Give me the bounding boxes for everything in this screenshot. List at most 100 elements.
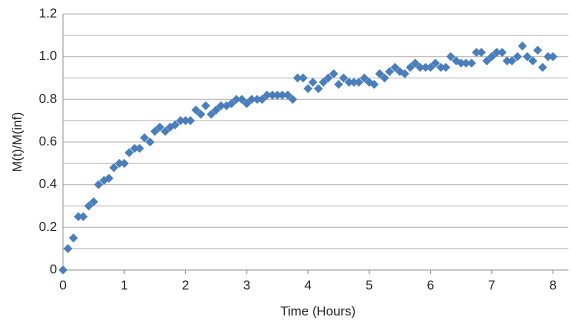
data-point (482, 56, 492, 66)
data-point (436, 62, 446, 72)
y-tick-label: 0.8 (39, 91, 57, 106)
data-point (543, 52, 553, 62)
data-point (456, 58, 466, 68)
data-point (68, 233, 78, 243)
data-point (298, 73, 308, 83)
data-point (211, 105, 221, 115)
data-point (63, 244, 73, 254)
data-point (283, 90, 293, 100)
data-point (247, 94, 257, 104)
data-point (446, 52, 456, 62)
data-point (441, 62, 451, 72)
data-point (139, 133, 149, 143)
data-point (384, 67, 394, 77)
data-point (272, 90, 282, 100)
data-point (288, 94, 298, 104)
data-point (196, 109, 206, 119)
data-point (410, 58, 420, 68)
data-point (533, 45, 543, 55)
data-point (104, 173, 114, 183)
data-point (185, 116, 195, 126)
data-point (369, 79, 379, 89)
data-point (471, 47, 481, 57)
data-point (252, 94, 262, 104)
data-point (94, 180, 104, 190)
data-point (206, 109, 216, 119)
data-point (303, 84, 313, 94)
data-point (323, 73, 333, 83)
data-point (293, 73, 303, 83)
data-point (119, 158, 129, 168)
x-tick-label: 5 (366, 277, 373, 292)
data-point (497, 47, 507, 57)
data-point (130, 143, 140, 153)
data-point (538, 62, 548, 72)
data-point (216, 101, 226, 111)
data-point (421, 62, 431, 72)
data-point (181, 116, 190, 126)
x-tick-label: 0 (59, 277, 66, 292)
y-tick-label: 1.0 (39, 48, 57, 63)
data-point (150, 126, 160, 136)
x-tick-label: 1 (121, 277, 128, 292)
data-point (73, 212, 83, 222)
data-point (124, 148, 134, 158)
x-tick-label: 6 (427, 277, 434, 292)
data-point (334, 79, 344, 89)
data-point (522, 52, 532, 62)
data-point (512, 52, 522, 62)
data-point (226, 99, 236, 109)
data-point (170, 120, 180, 130)
data-point (502, 56, 512, 66)
data-point (89, 197, 99, 207)
x-axis-label: Time (Hours) (280, 303, 355, 318)
y-tick-label: 0.2 (39, 219, 57, 234)
data-point (237, 94, 247, 104)
data-point (201, 101, 211, 111)
data-point (135, 143, 145, 153)
data-point (349, 77, 359, 87)
data-point (160, 126, 170, 136)
data-point (405, 62, 415, 72)
data-point (467, 58, 477, 68)
y-tick-label: 1.2 (39, 5, 57, 20)
data-point (329, 69, 339, 79)
data-point (507, 56, 517, 66)
data-point (84, 201, 94, 211)
y-tick-label: 0.6 (39, 133, 57, 148)
data-point (109, 163, 119, 173)
data-point (517, 41, 527, 51)
data-point (487, 52, 497, 62)
data-point (313, 84, 323, 94)
data-point (476, 47, 486, 57)
data-point (430, 58, 440, 68)
data-point (308, 77, 318, 87)
x-tick-label: 3 (243, 277, 250, 292)
data-point (492, 47, 502, 57)
x-tick-label: 8 (549, 277, 556, 292)
data-point (145, 137, 155, 147)
data-point (354, 77, 364, 87)
x-tick-label: 7 (488, 277, 495, 292)
x-tick-label: 4 (304, 277, 311, 292)
data-point (415, 62, 425, 72)
data-point (58, 265, 68, 275)
data-point (344, 77, 354, 87)
y-axis-label: M(t)/M(inf) (9, 112, 24, 172)
data-point (176, 116, 186, 126)
data-point (114, 158, 124, 168)
data-point (231, 94, 241, 104)
data-point (339, 73, 349, 83)
data-point (461, 58, 471, 68)
data-point (257, 94, 267, 104)
data-point (155, 122, 165, 132)
x-tick-label: 2 (182, 277, 189, 292)
data-point (528, 56, 538, 66)
data-point (390, 62, 400, 72)
data-point (277, 90, 287, 100)
y-tick-label: 0.4 (39, 176, 57, 191)
data-point (400, 69, 410, 79)
data-point (318, 77, 328, 87)
